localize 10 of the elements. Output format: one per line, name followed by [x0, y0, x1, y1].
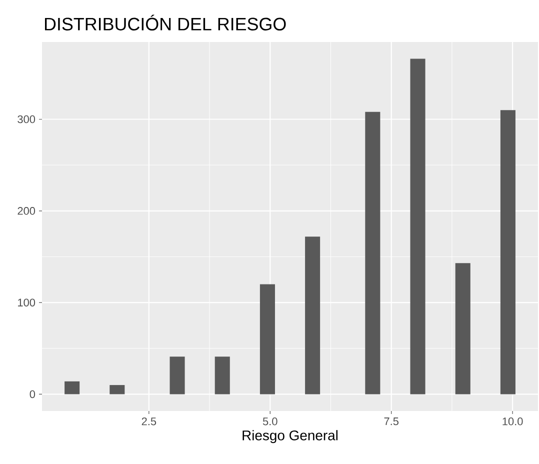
y-tick-label: 100 [18, 298, 36, 306]
x-tick-label: 2.5 [142, 418, 156, 426]
x-axis-title: Riesgo General [242, 430, 338, 444]
y-tick-label: 0 [30, 390, 36, 398]
y-tick-label: 200 [18, 207, 36, 215]
x-tick-label: 10.0 [502, 418, 523, 426]
x-tick-label: 7.5 [384, 418, 398, 426]
y-tick-label: 300 [18, 115, 36, 124]
x-tick-label: 5.0 [262, 418, 278, 426]
chart-title: DISTRIBUCIÓN DEL RIESGO [44, 14, 286, 30]
